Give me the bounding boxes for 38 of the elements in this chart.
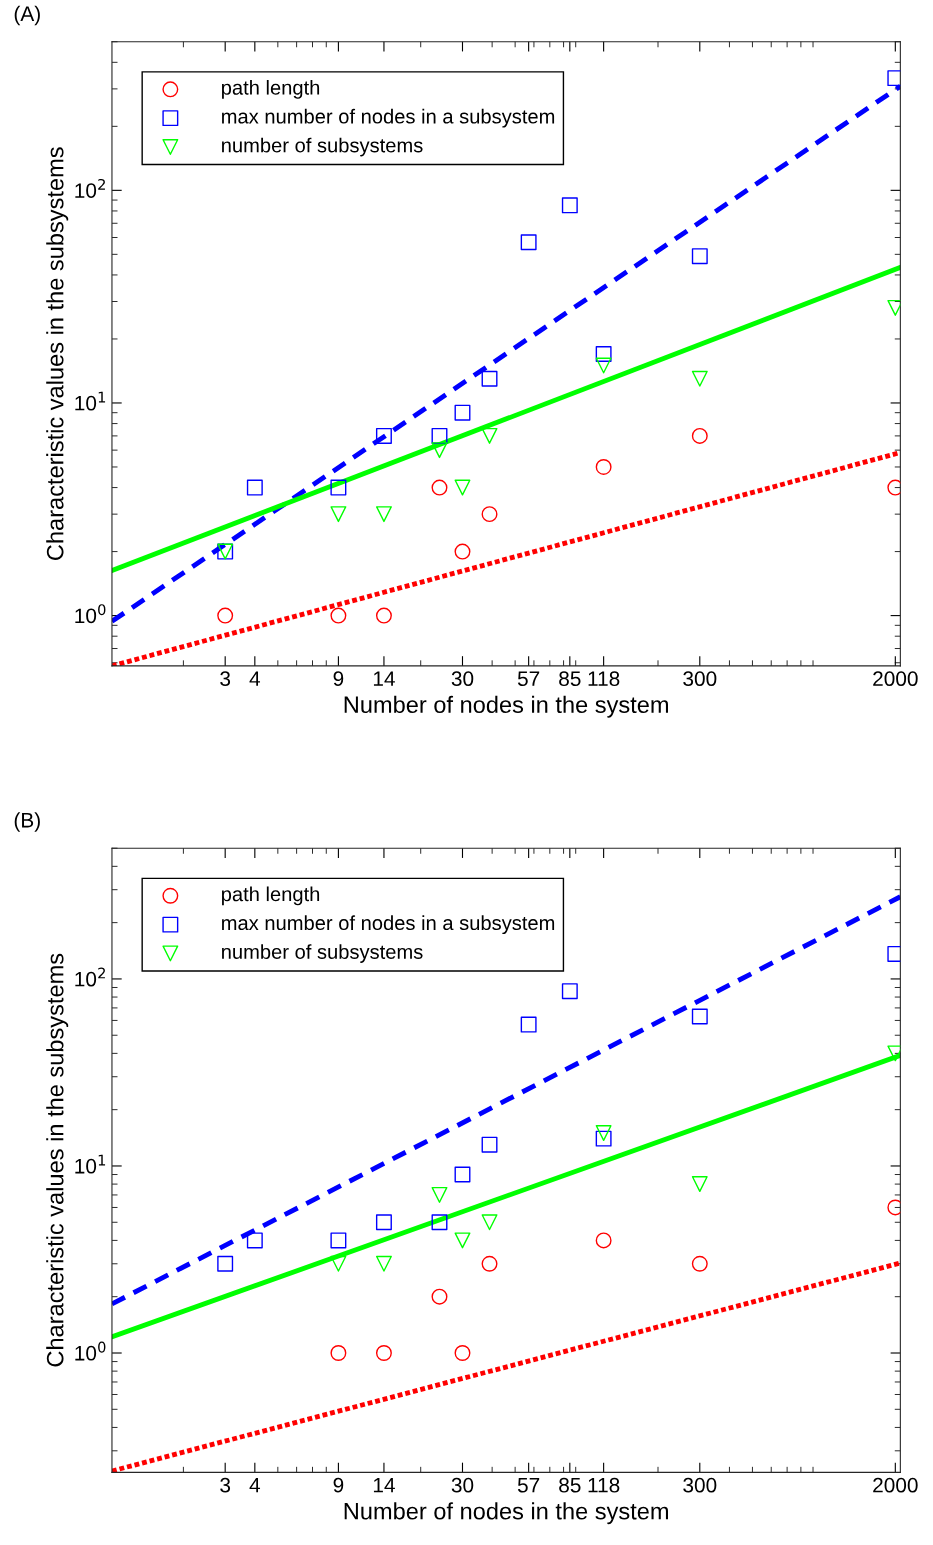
- legend-label: max number of nodes in a subsystem: [222, 108, 555, 128]
- y-axis-title: Characteristic values in the subsystems: [46, 147, 69, 560]
- legend-label: max number of nodes in a subsystem: [222, 915, 555, 935]
- x-tick-label: 14: [373, 1478, 395, 1493]
- x-tick-label: 30: [451, 1477, 474, 1493]
- x-tick-label: 85: [559, 1477, 581, 1493]
- chart-title: (B): [14, 812, 40, 832]
- chart-title: (A): [14, 5, 40, 26]
- x-axis-title: Number of nodes in the system: [344, 1502, 668, 1525]
- legend-label: path length: [222, 886, 320, 906]
- x-tick-label: 2000: [873, 1477, 918, 1493]
- x-tick-label: 3: [220, 671, 231, 687]
- x-tick-label: 4: [249, 1478, 261, 1493]
- x-tick-label: 85: [559, 671, 581, 687]
- x-tick-label: 57: [517, 1478, 540, 1493]
- x-tick-label: 4: [249, 671, 261, 686]
- x-tick-label: 118: [588, 1477, 620, 1493]
- x-tick-label: 14: [373, 671, 395, 686]
- x-axis-title: Number of nodes in the system: [344, 695, 668, 718]
- x-tick-label: 118: [588, 671, 620, 687]
- y-tick-label: 10$^{1}$: [75, 1154, 106, 1174]
- x-tick-label: 30: [451, 671, 474, 687]
- x-tick-label: 3: [220, 1477, 231, 1493]
- y-tick-label: 10$^{2}$: [75, 178, 105, 198]
- x-tick-label: 57: [517, 671, 540, 687]
- legend-label: number of subsystems: [222, 944, 423, 963]
- x-tick-label: 2000: [873, 671, 918, 687]
- y-tick-label: 10$^{2}$: [75, 967, 105, 987]
- x-tick-label: 9: [333, 671, 344, 687]
- legend-label: path length: [222, 79, 320, 99]
- y-tick-label: 10$^{1}$: [75, 391, 106, 411]
- x-tick-label: 300: [683, 671, 717, 687]
- y-tick-label: 10$^{0}$: [75, 604, 106, 624]
- x-tick-label: 300: [683, 1477, 717, 1493]
- y-tick-label: 10$^{0}$: [75, 1341, 106, 1361]
- x-tick-label: 9: [333, 1477, 344, 1493]
- legend-label: number of subsystems: [222, 137, 423, 157]
- y-axis-title: Characteristic values in the subsystems: [46, 953, 69, 1367]
